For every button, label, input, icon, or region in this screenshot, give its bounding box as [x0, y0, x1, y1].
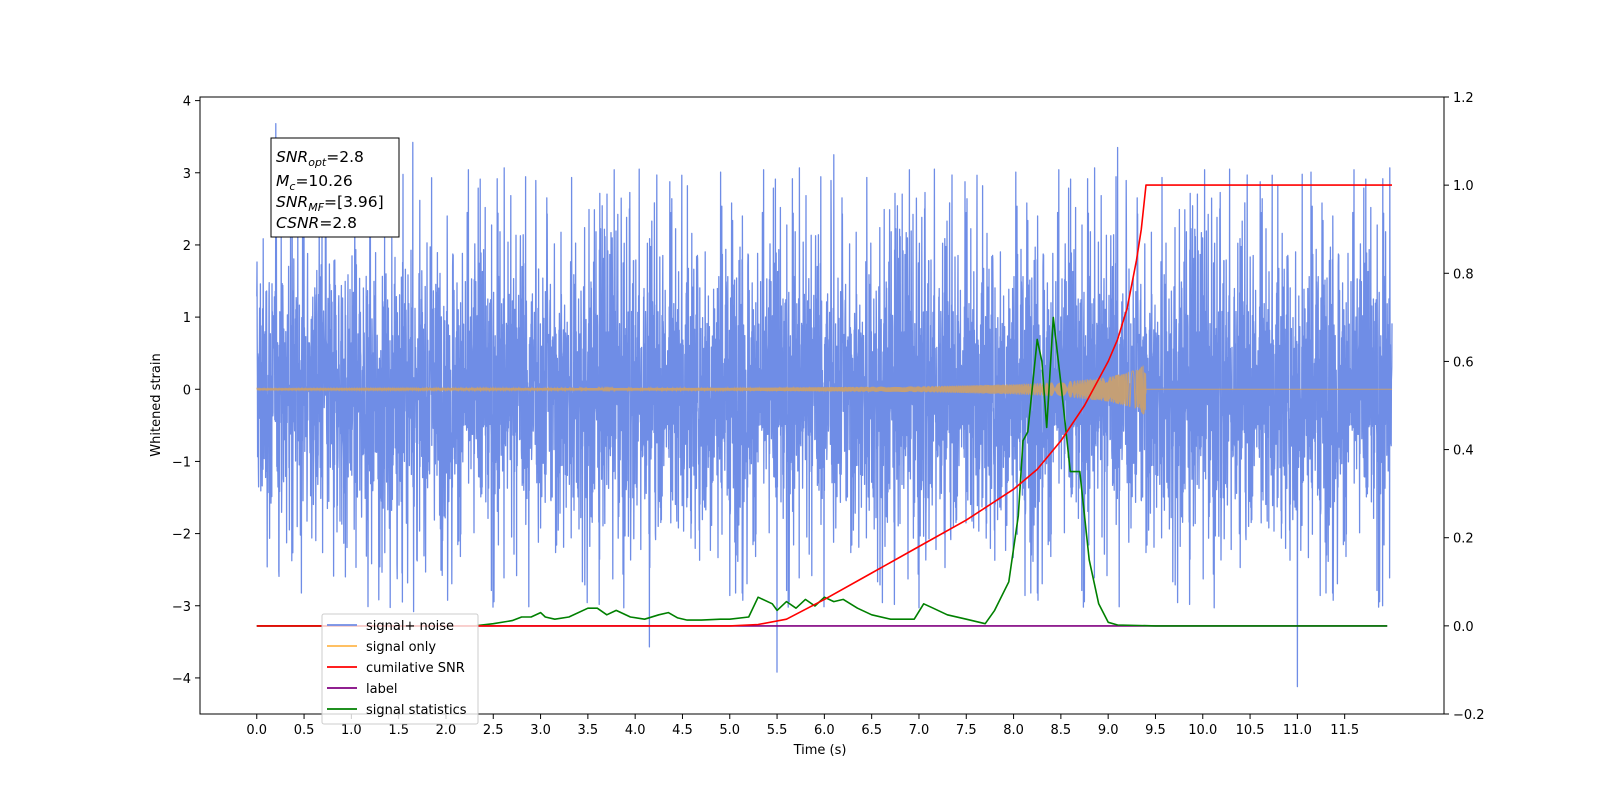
legend-label-signal-only: signal only — [366, 640, 436, 655]
annotation-box: SNRopt=2.8 Mc=10.26 SNRMF=[3.96] CSNR=2.… — [270, 137, 400, 238]
y-tick-label: 3 — [183, 167, 191, 182]
y-axis-label: Whitened strain — [149, 353, 164, 456]
x-tick-label: 8.0 — [1003, 723, 1024, 738]
x-tick-label: 3.0 — [530, 723, 551, 738]
x-axis-label: Time (s) — [793, 743, 847, 758]
x-tick-label: 6.0 — [814, 723, 835, 738]
legend-label-label: label — [366, 682, 397, 697]
y-tick-label: −1 — [172, 455, 191, 470]
plot-frame — [199, 96, 1445, 715]
y-tick-label: 0 — [183, 383, 191, 398]
x-tick-label: 5.0 — [719, 723, 740, 738]
x-tick-label: 1.5 — [388, 723, 409, 738]
legend-label-signal-statistics: signal statistics — [366, 703, 467, 718]
x-tick-label: 4.5 — [672, 723, 693, 738]
x-tick-label: 4.0 — [625, 723, 646, 738]
annotation-snr-mf: SNRMF=[3.96] — [276, 193, 384, 214]
y-tick-label: −3 — [172, 600, 191, 615]
x-tick-label: 5.5 — [767, 723, 788, 738]
legend: signal+ noise signal only cumilative SNR… — [321, 613, 479, 725]
annotation-chirp-mass: Mc=10.26 — [276, 172, 353, 193]
x-tick-label: 9.5 — [1145, 723, 1166, 738]
y-tick-label: 2 — [183, 239, 191, 254]
y2-tick-label: 0.0 — [1453, 620, 1474, 635]
y2-tick-label: 1.0 — [1453, 179, 1474, 194]
y-axis-left: 4 3 2 1 0 −1 −2 −3 −4 — [172, 95, 200, 687]
series-signal-only — [256, 365, 1392, 416]
x-tick-label: 8.5 — [1051, 723, 1072, 738]
x-tick-label: 0.0 — [246, 723, 267, 738]
y2-tick-label: 0.6 — [1453, 355, 1474, 370]
y2-tick-label: 0.2 — [1453, 532, 1474, 547]
legend-frame — [321, 613, 479, 725]
x-tick-label: 11.5 — [1330, 723, 1359, 738]
x-tick-label: 2.0 — [436, 723, 457, 738]
x-tick-label: 0.5 — [294, 723, 315, 738]
series-cumulative-snr — [256, 184, 1392, 627]
x-tick-label: 3.5 — [578, 723, 599, 738]
x-tick-label: 6.5 — [861, 723, 882, 738]
y-tick-label: −4 — [172, 672, 191, 687]
x-axis: 0.0 0.5 1.0 1.5 2.0 2.5 3.0 3.5 4.0 4.5 5.0 5.5 6.0 6… — [246, 714, 1359, 738]
annotation-frame — [270, 137, 400, 238]
y2-tick-label: 0.4 — [1453, 444, 1474, 459]
x-tick-label: 1.0 — [341, 723, 362, 738]
y-tick-label: −2 — [172, 528, 191, 543]
series-signal-statistics — [256, 316, 1388, 627]
annotation-csnr: CSNR=2.8 — [276, 214, 357, 232]
x-tick-label: 9.0 — [1098, 723, 1119, 738]
x-tick-label: 11.0 — [1283, 723, 1312, 738]
x-tick-label: 10.5 — [1236, 723, 1265, 738]
y2-tick-label: −0.2 — [1453, 708, 1485, 723]
x-tick-label: 10.0 — [1188, 723, 1217, 738]
x-tick-label: 7.5 — [956, 723, 977, 738]
y-tick-label: 1 — [183, 311, 191, 326]
y2-tick-label: 1.2 — [1453, 91, 1474, 106]
legend-label-signal-noise: signal+ noise — [366, 619, 454, 634]
y-axis-right: −0.2 0.0 0.2 0.4 0.6 0.8 1.0 1.2 — [1444, 91, 1485, 723]
annotation-snr-opt: SNRopt=2.8 — [276, 148, 364, 169]
series-signal-noise — [256, 123, 1393, 688]
legend-label-cumulative-snr: cumilative SNR — [366, 661, 465, 676]
x-tick-label: 7.0 — [909, 723, 930, 738]
y2-tick-label: 0.8 — [1453, 267, 1474, 282]
x-tick-label: 2.5 — [483, 723, 504, 738]
y-tick-label: 4 — [183, 95, 191, 110]
